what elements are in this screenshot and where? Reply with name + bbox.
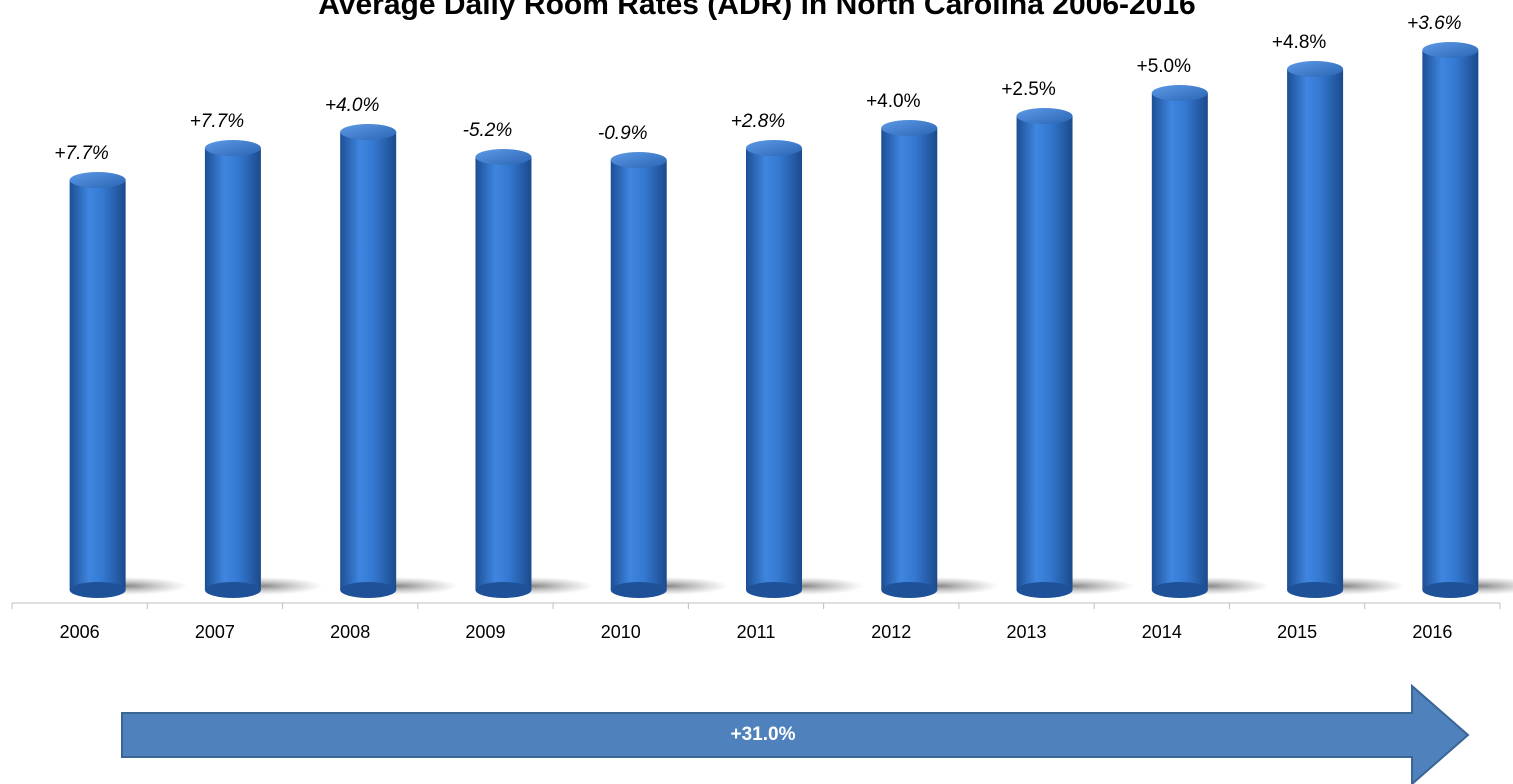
- x-tick-label: 2014: [1142, 622, 1182, 642]
- change-label: +4.0%: [325, 95, 380, 116]
- change-label: +7.7%: [190, 111, 245, 132]
- bar: [1151, 93, 1208, 590]
- bar-cap: [610, 152, 667, 168]
- bar-base: [1287, 582, 1344, 598]
- bar-base: [746, 582, 802, 598]
- bar-cap: [1287, 61, 1344, 77]
- bar-base: [1422, 582, 1479, 598]
- bar-base: [340, 582, 397, 598]
- bar-base: [69, 582, 126, 598]
- x-tick-label: 2015: [1277, 622, 1317, 642]
- bar: [69, 180, 126, 590]
- bar-cap: [1151, 85, 1208, 101]
- bar: [746, 148, 802, 590]
- bar: [881, 128, 938, 590]
- change-label: -0.9%: [598, 123, 648, 144]
- bar-base: [204, 582, 261, 598]
- bar: [1287, 69, 1344, 590]
- bar-cap: [881, 120, 938, 136]
- change-label: +4.8%: [1272, 32, 1327, 53]
- change-label: -5.2%: [463, 120, 513, 141]
- x-tick-label: 2011: [737, 622, 776, 642]
- x-tick-label: 2007: [195, 622, 235, 642]
- x-tick-label: 2008: [330, 622, 370, 642]
- change-label: +2.8%: [731, 111, 786, 132]
- bar: [340, 132, 397, 590]
- bar-base: [1151, 582, 1208, 598]
- x-tick-label: 2009: [465, 622, 505, 642]
- bar: [1422, 50, 1479, 590]
- change-label: +5.0%: [1137, 56, 1192, 77]
- bar-cap: [204, 140, 261, 156]
- change-label: +7.7%: [54, 143, 109, 164]
- bar-base: [881, 582, 938, 598]
- annotation: +31.0%: [731, 724, 796, 745]
- bar-cap: [69, 172, 126, 188]
- bar: [1016, 116, 1073, 590]
- x-tick-label: 2016: [1412, 622, 1452, 642]
- bar-base: [1016, 582, 1073, 598]
- bar-cap: [475, 149, 532, 165]
- bar-cap: [1016, 108, 1073, 124]
- bar-cap: [340, 124, 397, 140]
- growth-arrow: [121, 683, 1470, 784]
- change-label: +3.6%: [1407, 13, 1462, 34]
- bar: [204, 148, 261, 590]
- bar-cap: [1422, 42, 1479, 58]
- change-label: +2.5%: [1001, 79, 1056, 100]
- bar: [475, 157, 532, 590]
- bar-base: [475, 582, 532, 598]
- bar: [610, 160, 667, 590]
- x-tick-label: 2013: [1007, 622, 1047, 642]
- change-label: +4.0%: [866, 91, 921, 112]
- bar-base: [610, 582, 667, 598]
- x-tick-label: 2012: [871, 622, 911, 642]
- x-tick-label: 2010: [601, 622, 641, 642]
- bar-cap: [746, 140, 802, 156]
- x-tick-label: 2006: [60, 622, 100, 642]
- chart-title: Average Daily Room Rates (ADR) in North …: [318, 0, 1196, 21]
